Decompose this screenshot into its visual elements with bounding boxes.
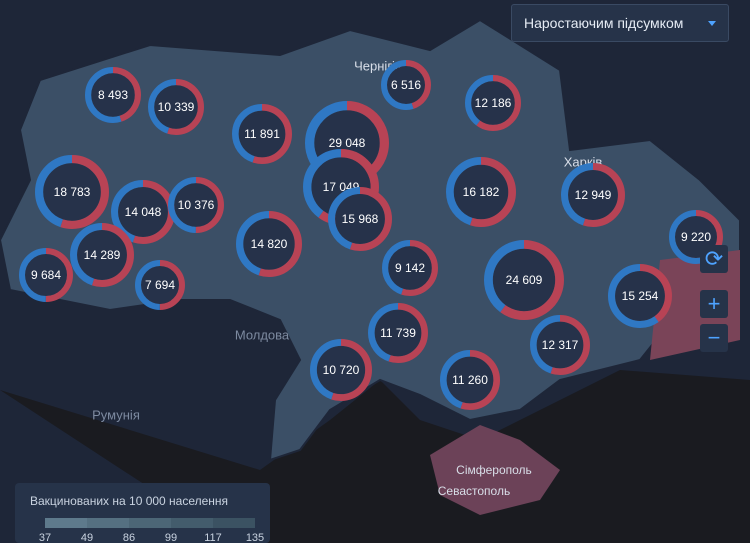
donut-core — [471, 81, 515, 125]
donut-core — [25, 254, 67, 296]
zoom-out[interactable]: − — [700, 324, 728, 352]
legend-swatch — [45, 518, 87, 528]
donut-core — [118, 187, 168, 237]
donut-label: 10 376 — [178, 198, 215, 212]
legend-swatch — [129, 518, 171, 528]
donut-red — [561, 162, 626, 227]
donut-label: 11 891 — [244, 127, 280, 141]
donut-label: 15 254 — [622, 289, 659, 303]
donut-red — [168, 176, 225, 233]
donut-core — [43, 163, 101, 221]
donut-label: 12 949 — [575, 188, 612, 202]
donut-label: 14 289 — [84, 248, 121, 262]
legend-tick: 86 — [123, 532, 135, 543]
donut-red — [381, 60, 431, 110]
donut-red — [85, 66, 142, 123]
donut-red — [382, 240, 439, 297]
donut-red — [232, 103, 293, 164]
donut-label: 9 684 — [31, 268, 61, 282]
donut-core — [243, 218, 295, 270]
donut-core — [154, 85, 198, 129]
donut-red — [446, 156, 517, 227]
donut-core — [174, 183, 218, 227]
donut-red — [465, 75, 522, 132]
donut-core — [446, 356, 494, 404]
legend-tick: 99 — [165, 532, 177, 543]
donut-red — [135, 260, 185, 310]
donut-red — [669, 210, 723, 264]
donut-red — [19, 248, 73, 302]
donut-red — [328, 187, 393, 252]
donut-label: 10 339 — [158, 100, 195, 114]
donut-label: 6 516 — [391, 78, 421, 92]
legend-swatch — [213, 518, 255, 528]
place-label: Сімферополь — [456, 463, 532, 477]
donut-red — [529, 315, 590, 376]
donut-label: 8 493 — [98, 88, 128, 102]
donut-label: 16 182 — [463, 185, 500, 199]
donut-core — [536, 321, 584, 369]
donut-core — [388, 246, 432, 290]
donut-label: 10 720 — [323, 363, 360, 377]
donut-label: 11 739 — [380, 326, 416, 340]
donut-red — [35, 154, 110, 230]
legend-tick: 117 — [204, 532, 222, 543]
donut-red — [367, 303, 428, 364]
donut-red — [483, 240, 564, 321]
donut-core — [453, 164, 509, 220]
donut-label: 29 048 — [329, 136, 366, 150]
donut-core — [91, 73, 135, 117]
legend: Вакцинованих на 10 000 населення 37 49 86 9… — [15, 483, 270, 543]
legend-scale: 37 49 86 99 117 135 — [39, 518, 264, 543]
donut-label: 7 694 — [145, 278, 175, 292]
donut-label: 18 783 — [54, 185, 91, 199]
zoom-in[interactable]: + — [700, 290, 728, 318]
donut-core — [568, 170, 618, 220]
donut-label: 15 968 — [342, 212, 379, 226]
donut-core — [374, 309, 422, 357]
donut-core — [316, 345, 366, 395]
donut-red — [310, 338, 373, 401]
donut-red — [70, 222, 135, 287]
donut-label: 9 220 — [681, 230, 711, 244]
donut-core — [77, 230, 127, 280]
donut-label: 24 609 — [506, 273, 543, 287]
donut-core — [492, 248, 556, 312]
donut-core — [335, 194, 385, 244]
caret — [708, 21, 716, 26]
donut-label: 12 317 — [542, 338, 579, 352]
donut-red — [236, 210, 303, 277]
legend-tick: 49 — [81, 532, 93, 543]
donut-red — [607, 263, 672, 328]
donut-core — [615, 271, 665, 321]
reset-button[interactable]: ⟳ — [700, 245, 728, 273]
mode-label: Наростаючим підсумком — [524, 15, 684, 31]
donut-label: 9 142 — [395, 261, 425, 275]
donut-red — [439, 350, 500, 411]
donut-core — [387, 66, 425, 104]
donut-core — [141, 266, 179, 304]
donut-label: 14 048 — [125, 205, 162, 219]
donut-label: 14 820 — [251, 237, 288, 251]
legend-swatch — [87, 518, 129, 528]
mode-dropdown[interactable]: Наростаючим підсумком — [511, 4, 729, 42]
donut-red — [148, 78, 205, 135]
legend-swatch — [171, 518, 213, 528]
place-label: Румунія — [92, 407, 140, 422]
place-label: Севастополь — [438, 484, 510, 498]
place-label: Молдова — [235, 327, 290, 342]
crimea — [430, 425, 560, 515]
donut-core — [238, 110, 286, 158]
legend-title: Вакцинованих на 10 000 населення — [30, 494, 229, 508]
legend-tick: 37 — [39, 532, 51, 543]
donut-label: 11 260 — [452, 373, 488, 387]
legend-tick: 135 — [246, 532, 264, 543]
donut-label: 12 186 — [475, 96, 512, 110]
